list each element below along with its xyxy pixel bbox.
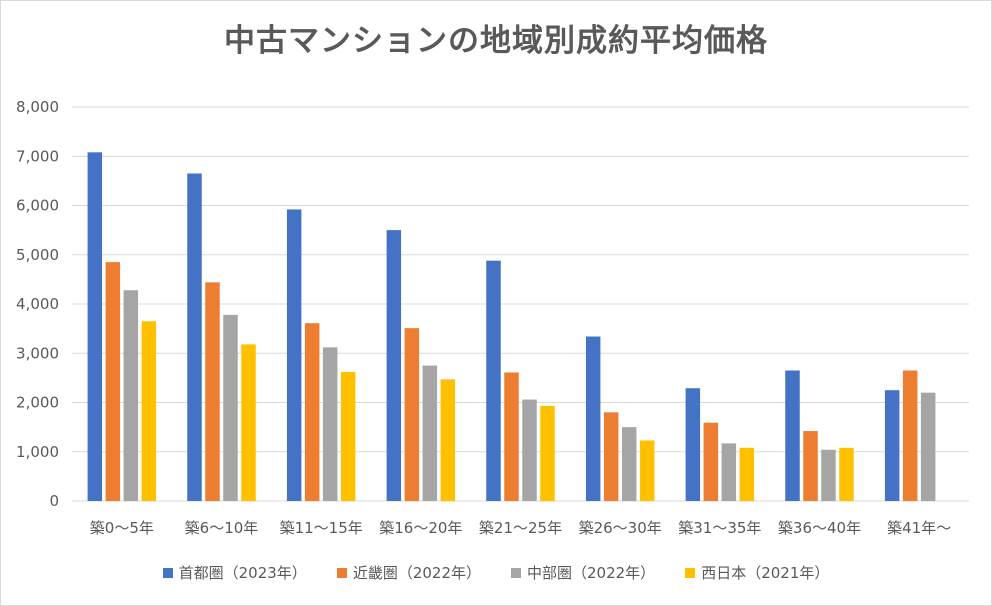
y-tick-label: 6,000 <box>16 197 59 215</box>
y-tick-label: 4,000 <box>16 295 59 313</box>
x-tick-label: 築16～20年 <box>379 519 462 537</box>
bar <box>639 440 655 501</box>
bar <box>422 365 438 501</box>
y-tick-label: 2,000 <box>16 394 59 412</box>
y-tick-label: 0 <box>49 492 59 510</box>
bar <box>721 443 737 501</box>
y-tick-label: 1,000 <box>16 443 59 461</box>
bar <box>739 447 755 501</box>
bar <box>803 431 818 501</box>
bar <box>504 372 519 501</box>
legend-label-shutoken: 首都圏（2023年） <box>178 564 307 582</box>
y-tick-label: 3,000 <box>16 344 59 362</box>
bar <box>87 152 103 501</box>
x-tick-label: 築21～25年 <box>479 519 562 537</box>
bar <box>540 405 555 501</box>
bar <box>621 427 637 501</box>
y-tick-label: 8,000 <box>16 98 59 116</box>
legend: 首都圏（2023年） 近畿圏（2022年） 中部圏（2022年） 西日本（202… <box>1 562 991 583</box>
legend-swatch-chubu <box>511 567 521 578</box>
bar <box>241 344 256 501</box>
bar <box>404 328 420 501</box>
bar <box>884 390 900 501</box>
bar <box>522 399 537 501</box>
bar <box>785 370 800 501</box>
bar <box>340 371 356 501</box>
legend-item-kinki: 近畿圏（2022年） <box>336 562 481 583</box>
x-tick-label: 築31～35年 <box>678 519 761 537</box>
bar <box>141 321 157 501</box>
legend-item-shutoken: 首都圏（2023年） <box>162 562 307 583</box>
y-tick-label: 7,000 <box>16 147 59 165</box>
bar <box>486 260 501 501</box>
legend-swatch-nishinihon <box>685 567 696 578</box>
bar <box>440 379 456 501</box>
bar <box>286 209 302 501</box>
bar <box>839 447 854 501</box>
legend-swatch-shutoken <box>162 567 173 578</box>
x-tick-label: 築36～40年 <box>778 519 861 537</box>
bar <box>223 314 238 501</box>
x-tick-label: 築11～15年 <box>280 519 363 537</box>
x-tick-label: 築41年～ <box>887 519 951 537</box>
bar <box>703 422 719 501</box>
x-tick-label: 築6～10年 <box>185 519 259 537</box>
legend-label-kinki: 近畿圏（2022年） <box>352 564 481 582</box>
bar <box>920 392 936 501</box>
bar <box>304 323 320 501</box>
legend-label-chubu: 中部圏（2022年） <box>527 564 656 582</box>
legend-item-chubu: 中部圏（2022年） <box>511 562 655 583</box>
bar <box>585 336 601 501</box>
bar <box>386 230 402 501</box>
chart-title: 中古マンションの地域別成約平均価格 <box>224 23 768 59</box>
bar <box>123 290 139 501</box>
bar <box>187 173 202 502</box>
bar <box>685 388 701 501</box>
legend-item-nishinihon: 西日本（2021年） <box>685 562 829 583</box>
bar <box>205 282 220 501</box>
bar <box>105 262 121 501</box>
bar <box>603 412 619 501</box>
bar <box>902 370 918 501</box>
x-tick-label: 築0～5年 <box>90 519 154 537</box>
y-tick-label: 5,000 <box>16 246 59 264</box>
legend-label-nishinihon: 西日本（2021年） <box>701 564 830 582</box>
bar <box>821 449 836 501</box>
x-tick-label: 築26～30年 <box>579 519 662 537</box>
bar <box>322 347 338 501</box>
legend-swatch-kinki <box>336 567 347 578</box>
